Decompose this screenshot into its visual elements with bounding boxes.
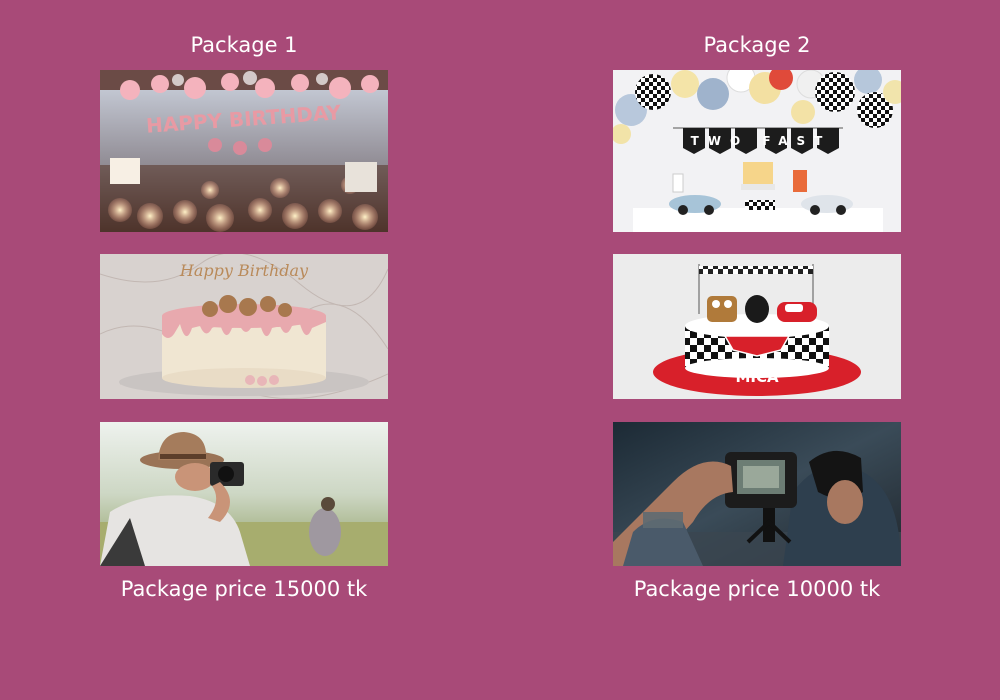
package-2-title: Package 2 [703,33,811,57]
drip-cake-photo: Happy Birthday [100,254,388,399]
cars-cake-photo: MICA [613,254,901,399]
photographer-photo [100,422,388,566]
birthday-decoration-photo: HAPPY BIRTHDAY [100,70,388,232]
cake-name-text: MICA [735,368,779,386]
two-fast-party-photo: TWO FAST [613,70,901,232]
package-1-price: Package price 15000 tk [120,577,368,601]
package-1-title: Package 1 [190,33,298,57]
banner-text: TWO FAST [691,134,832,148]
photographer-camera-photo [613,422,901,566]
cake-topper-text: Happy Birthday [179,261,309,280]
package-2-price: Package price 10000 tk [633,577,881,601]
